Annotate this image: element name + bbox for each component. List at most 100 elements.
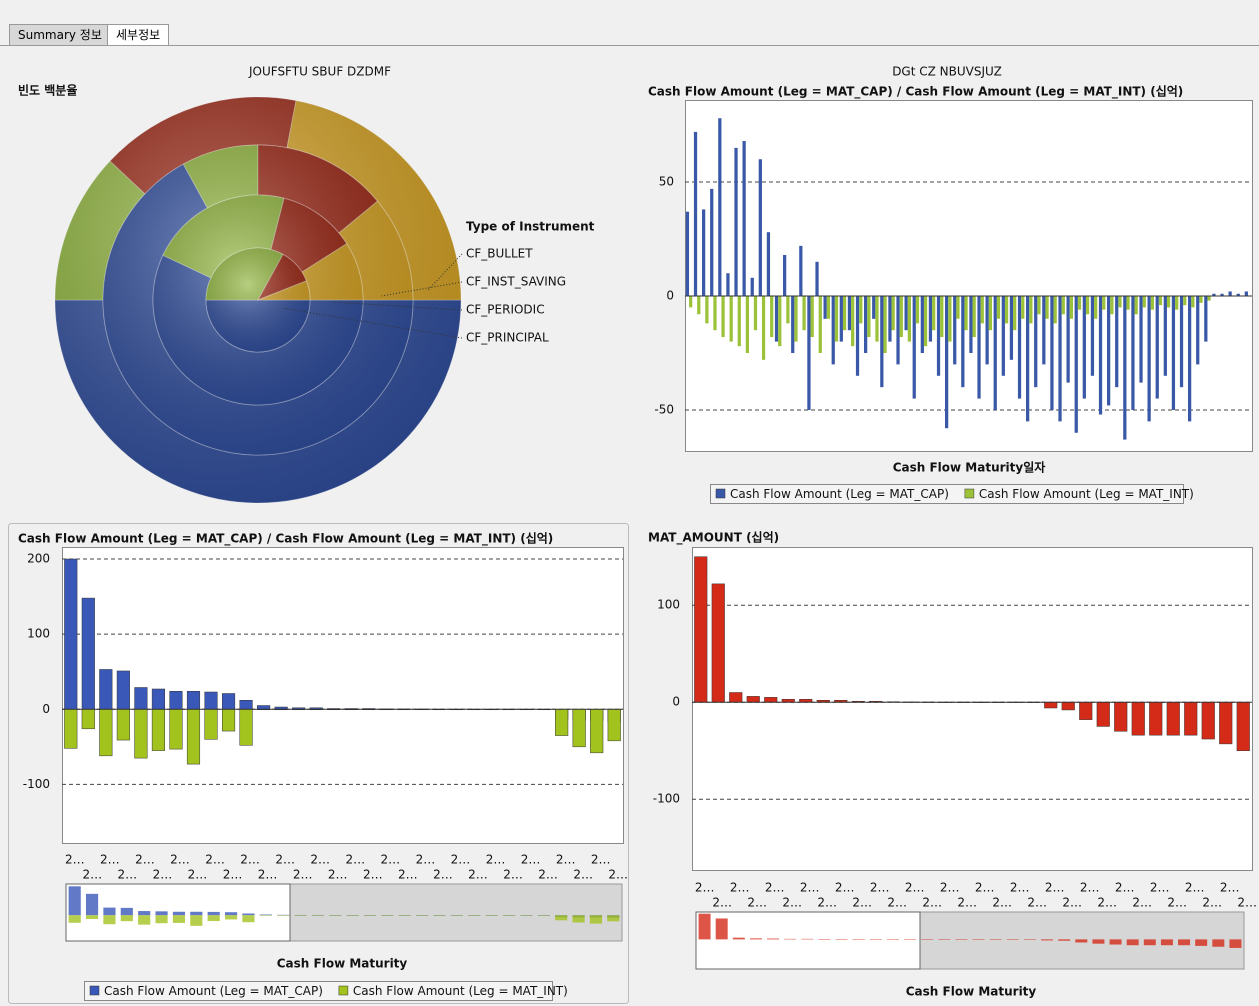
legend-swatch [338,985,349,996]
x-axis-label: Cash Flow Maturity [906,985,1037,999]
bar [847,296,852,331]
bar [1191,296,1195,308]
overview-bar [242,915,255,923]
overview-bar [85,893,99,916]
x-tick-label: 2… [433,868,453,882]
overview-bar [450,915,464,916]
bar [923,296,928,347]
bar [1142,296,1146,308]
overview-bar [1023,939,1036,940]
bar [753,296,758,331]
bar [711,583,725,703]
bar [1207,296,1211,301]
bar [851,296,855,347]
bar [1149,701,1163,736]
chart-subtitle: Cash Flow Amount (Leg = MAT_CAP) / Cash … [648,84,1183,100]
overview-bar [852,939,865,940]
bar [880,296,884,388]
bar [685,211,690,297]
bar [1175,296,1179,310]
bar [572,709,586,748]
bar [99,709,113,757]
overview-bar [921,939,934,940]
bar [1094,296,1098,319]
overview-bar [537,915,550,916]
bar [770,296,774,338]
bar [980,296,984,324]
x-tick-label: 2… [1062,896,1082,910]
bar [810,296,814,338]
bar [948,296,952,342]
x-tick-label: 2… [170,853,190,867]
bar [1098,296,1103,415]
overview-bar [1143,939,1156,946]
tab[interactable]: 세부정보 [107,24,170,45]
bar [689,296,693,308]
x-tick-label: 2… [730,881,750,895]
overview-bar [207,915,220,922]
x-tick-label: 2… [800,881,820,895]
overview-bar [1006,939,1019,940]
x-tick-label: 2… [503,868,523,882]
legend-label: Cash Flow Amount (Leg = MAT_INT) [979,487,1194,501]
bar [964,296,968,331]
x-tick-label: 2… [293,868,313,882]
overview-bar [68,886,81,916]
legend-box [84,981,553,1001]
bar [778,296,782,347]
legend-label: CF_PRINCIPAL [466,331,549,345]
bar [1183,296,1187,306]
bar [1026,296,1030,422]
bar [912,296,916,399]
bar [705,296,709,324]
bar [1029,296,1033,324]
bar [826,296,830,319]
x-tick-label: 2… [1150,881,1170,895]
overview-bar [155,915,168,924]
overview-bar [120,907,133,916]
x-tick-label: 2… [887,896,907,910]
overview-bar [1126,939,1139,946]
bar [1166,701,1180,736]
overview-bar [85,915,99,920]
bar [186,709,201,765]
x-tick-label: 2… [345,853,365,867]
overview-bar [989,939,1002,940]
legend-label: CF_INST_SAVING [466,275,566,289]
x-tick-label: 2… [1185,881,1205,895]
x-tick-label: 2… [538,868,558,882]
x-tick-label: 2… [153,868,173,882]
ring-shine [206,247,310,352]
bar [1131,701,1145,736]
bar [1110,296,1114,315]
overview-bar [1178,939,1191,946]
bar [702,209,706,297]
bar [940,296,944,338]
bar [1236,293,1240,297]
bar [742,141,746,297]
overview-bar [103,915,116,925]
bar [961,296,965,388]
bar [1188,296,1192,422]
bar [928,296,933,342]
legend-label: CF_BULLET [466,247,533,261]
x-tick-label: 2… [1115,881,1135,895]
bar [204,709,218,740]
overview-bar [749,938,762,940]
bar [134,687,148,710]
leader-line [282,307,463,339]
tab[interactable]: Summary 정보 [9,24,111,45]
bar [64,709,78,749]
x-tick-label: 2… [451,853,471,867]
overview-bar [190,911,203,916]
legend-swatch [715,488,726,499]
x-tick-label: 2… [1027,896,1047,910]
legend-title: Type of Instrument [466,220,595,234]
bar [693,131,698,297]
overview-bar [818,939,831,940]
x-tick-label: 2… [416,853,436,867]
overview-bar [1041,939,1054,941]
overview-bar [572,915,585,923]
bar [1037,296,1041,315]
x-tick-label: 2… [992,896,1012,910]
